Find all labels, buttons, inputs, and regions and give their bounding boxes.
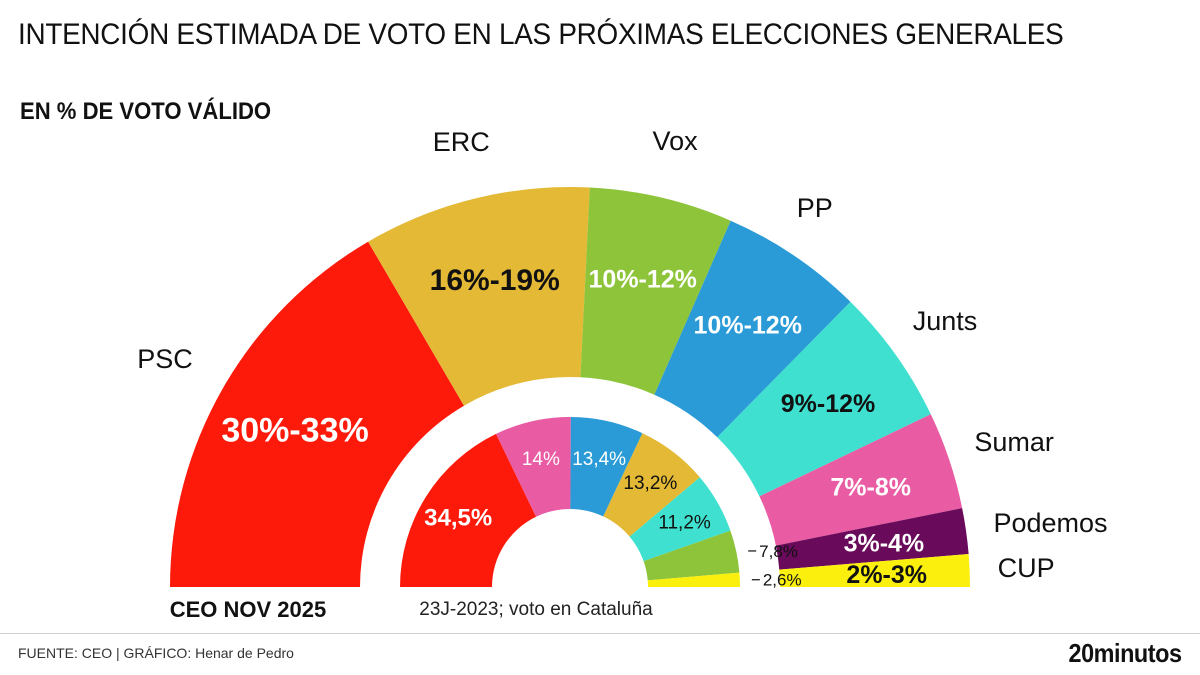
outer-ring-ceo-2025 [170, 187, 970, 588]
slice-inner-4 [629, 477, 731, 562]
source-credit: FUENTE: CEO | GRÁFICO: Henar de Pedro [18, 645, 294, 661]
inner-ring-23j-2023 [400, 417, 740, 587]
outer-series-label: CEO NOV 2025 [170, 597, 327, 622]
slice-outer-vox [580, 187, 731, 395]
value-label-inner-3: 13,2% [623, 473, 677, 494]
value-label-inner-0: 34,5% [424, 504, 492, 531]
slice-outer-erc [368, 187, 590, 406]
slice-inner-0 [400, 433, 537, 587]
category-label-junts: Junts [913, 306, 978, 336]
category-label-erc: ERC [433, 127, 490, 157]
chart-title: INTENCIÓN ESTIMADA DE VOTO EN LAS PRÓXIM… [18, 18, 1064, 51]
value-label-outer-vox: 10%-12% [589, 265, 697, 293]
value-label-outer-junts: 9%-12% [781, 390, 876, 418]
category-label-psc: PSC [137, 344, 193, 374]
slice-outer-pp [654, 220, 851, 438]
slice-outer-podemos [775, 508, 969, 570]
slice-outer-sumar [759, 414, 963, 546]
outer-value-labels: 30%-33% 16%-19% 10%-12% 10%-12% 9%-12% 7%-8% 3… [221, 264, 927, 589]
slice-outer-cup [779, 553, 970, 587]
slice-inner-5 [643, 530, 740, 581]
value-label-inner-1: 14% [522, 449, 560, 470]
value-label-inner-2: 13,4% [572, 449, 626, 470]
slice-inner-3 [603, 433, 700, 537]
category-label-vox: Vox [653, 126, 699, 156]
value-label-outer-pp: 10%-12% [694, 312, 802, 340]
slice-outer-psc [170, 241, 464, 588]
slice-inner-2 [570, 417, 643, 517]
value-label-outer-psc: 30%-33% [221, 411, 368, 449]
category-label-pp: PP [797, 193, 833, 223]
inner-value-labels: 34,5% 14% 13,4% 13,2% 11,2% 7,8% 2,6% [424, 449, 801, 590]
category-label-podemos: Podemos [993, 508, 1107, 538]
slice-inner-1 [496, 417, 571, 517]
outer-category-labels: PSC ERC Vox PP Junts Sumar Podemos CUP [137, 126, 1107, 583]
value-label-outer-cup: 2%-3% [846, 561, 927, 589]
slice-outer-junts [717, 301, 931, 497]
category-label-cup: CUP [998, 553, 1055, 583]
value-label-inner-6: 2,6% [763, 571, 802, 590]
value-label-inner-4: 11,2% [658, 512, 711, 533]
value-label-outer-podemos: 3%-4% [844, 530, 925, 558]
inner-series-label: 23J-2023; voto en Cataluña [419, 599, 653, 620]
value-label-outer-sumar: 7%-8% [830, 474, 911, 502]
value-label-outer-erc: 16%-19% [430, 264, 560, 297]
value-label-inner-5: 7,8% [759, 542, 798, 561]
category-label-sumar: Sumar [974, 427, 1054, 457]
slice-inner-6 [647, 572, 740, 587]
parliament-chart: PSC ERC Vox PP Junts Sumar Podemos CUP 30%-33% 1… [137, 126, 1107, 622]
chart-subtitle: EN % DE VOTO VÁLIDO [20, 98, 272, 125]
brand-logo: 20minutos [1069, 638, 1182, 668]
footer-divider [0, 633, 1200, 634]
